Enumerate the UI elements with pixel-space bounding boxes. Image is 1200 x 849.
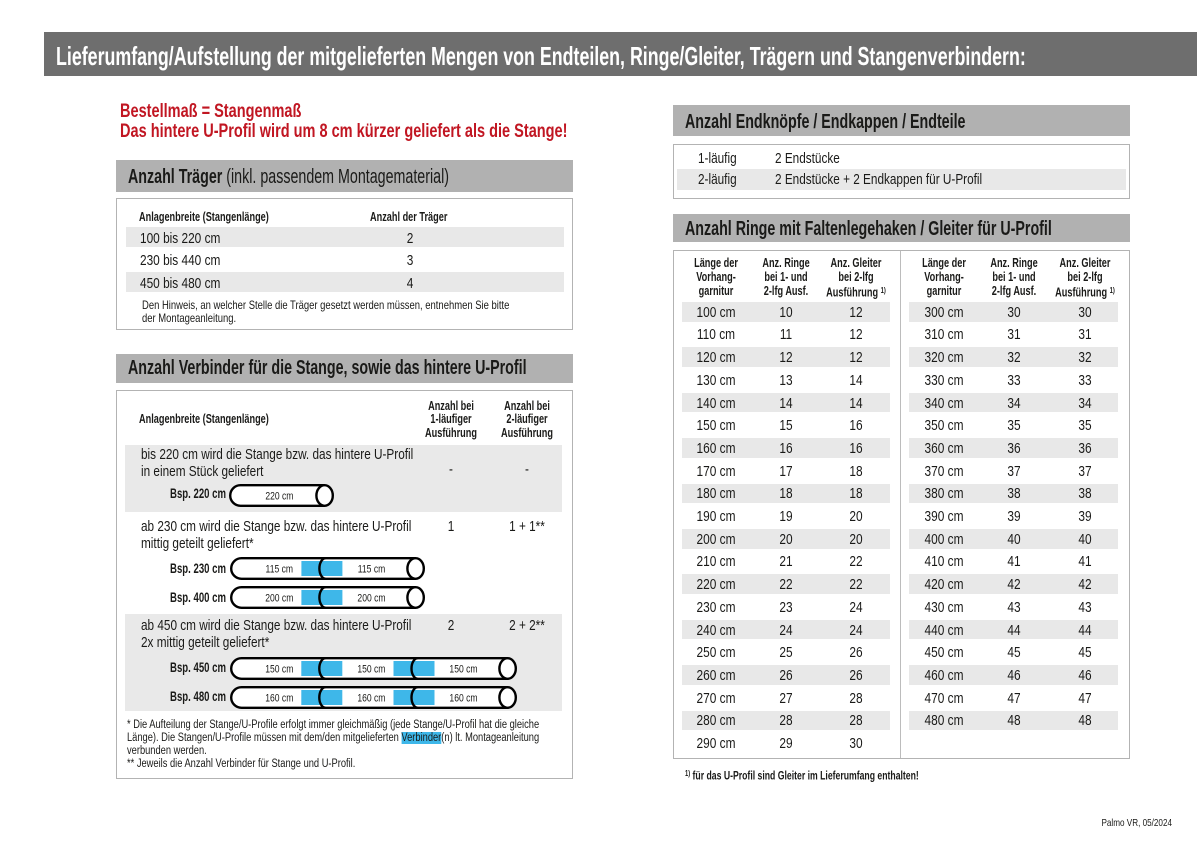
svg-text:160 cm: 160 cm xyxy=(357,692,385,704)
svg-text:220 cm: 220 cm xyxy=(265,491,293,503)
svg-text:160 cm: 160 cm xyxy=(449,692,477,704)
svg-text:150 cm: 150 cm xyxy=(449,663,477,675)
svg-text:150 cm: 150 cm xyxy=(357,663,385,675)
svg-text:150 cm: 150 cm xyxy=(265,663,293,675)
svg-text:200 cm: 200 cm xyxy=(357,593,385,605)
svg-text:160 cm: 160 cm xyxy=(265,692,293,704)
svg-text:115 cm: 115 cm xyxy=(358,563,385,575)
svg-text:200 cm: 200 cm xyxy=(265,593,293,605)
svg-text:115 cm: 115 cm xyxy=(266,563,293,575)
